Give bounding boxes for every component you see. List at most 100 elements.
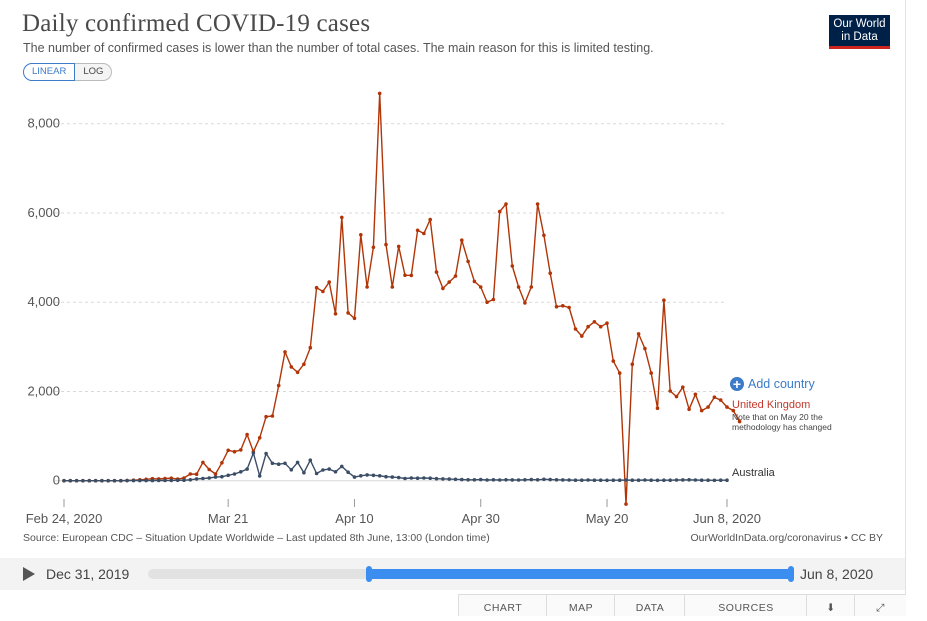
data-point-australia <box>125 478 129 483</box>
data-point-united-kingdom <box>611 359 616 363</box>
add-country-button[interactable]: + Add country <box>730 377 815 391</box>
data-point-australia <box>295 460 300 465</box>
data-point-united-kingdom <box>586 324 590 329</box>
data-point-australia <box>232 472 237 476</box>
data-point-united-kingdom <box>504 202 508 206</box>
data-point-united-kingdom <box>289 365 294 369</box>
data-point-australia <box>321 468 325 472</box>
data-point-united-kingdom <box>649 371 653 375</box>
data-point-australia <box>182 478 186 483</box>
data-point-australia <box>573 478 578 483</box>
data-point-australia <box>662 478 666 483</box>
data-point-australia <box>213 475 218 479</box>
data-point-united-kingdom <box>409 273 414 278</box>
data-point-united-kingdom <box>573 327 578 331</box>
page-title: Daily confirmed COVID-19 cases <box>22 10 371 37</box>
data-point-united-kingdom <box>359 233 363 237</box>
data-point-australia <box>605 478 609 483</box>
data-point-australia <box>592 478 597 483</box>
data-point-australia <box>308 458 313 463</box>
data-point-australia <box>346 470 350 475</box>
series-label-australia[interactable]: Australia <box>732 467 775 479</box>
owid-logo[interactable]: Our World in Data <box>829 15 890 49</box>
data-point-united-kingdom <box>491 297 496 302</box>
log-button[interactable]: LOG <box>75 63 113 81</box>
data-point-united-kingdom <box>523 301 527 305</box>
download-icon[interactable]: ⬇ <box>806 594 855 616</box>
data-point-united-kingdom <box>460 238 464 242</box>
data-point-australia <box>201 476 205 481</box>
tab-map[interactable]: MAP <box>546 594 615 616</box>
data-point-australia <box>251 451 256 455</box>
data-point-united-kingdom <box>340 215 344 220</box>
data-point-australia <box>542 477 546 482</box>
data-point-australia <box>289 468 294 472</box>
data-point-united-kingdom <box>624 502 628 506</box>
data-point-australia <box>472 478 477 482</box>
data-point-united-kingdom <box>472 279 477 284</box>
data-point-australia <box>643 478 647 482</box>
data-point-united-kingdom <box>605 321 609 325</box>
data-point-australia <box>687 478 691 482</box>
y-tick-label: 4,000 <box>27 294 60 309</box>
data-point-united-kingdom <box>567 305 571 310</box>
series-label-united-kingdom[interactable]: United Kingdom <box>732 399 811 411</box>
data-point-united-kingdom <box>314 285 319 290</box>
timeline-end-handle[interactable] <box>788 566 794 582</box>
data-point-australia <box>163 478 167 483</box>
y-tick-label: 2,000 <box>27 383 60 398</box>
data-point-united-kingdom <box>580 334 584 338</box>
tab-sources[interactable]: SOURCES <box>684 594 807 616</box>
data-point-united-kingdom <box>295 370 300 375</box>
data-point-united-kingdom <box>662 298 666 302</box>
data-point-united-kingdom <box>365 285 369 289</box>
logo-line-2: in Data <box>841 31 878 43</box>
data-point-australia <box>220 474 224 479</box>
data-point-australia <box>674 478 679 482</box>
data-point-united-kingdom <box>548 271 552 275</box>
data-point-united-kingdom <box>239 448 243 452</box>
bottom-tabs: CHART MAP DATA SOURCES ⬇ ⤢ <box>0 594 906 616</box>
data-point-australia <box>636 478 641 483</box>
data-point-australia <box>93 478 98 483</box>
data-point-united-kingdom <box>327 280 332 284</box>
data-point-united-kingdom <box>681 385 685 390</box>
x-tick-label: May 20 <box>586 511 629 526</box>
y-tick-label: 0 <box>53 473 60 488</box>
data-point-united-kingdom <box>687 407 691 412</box>
timeline-start-handle[interactable] <box>365 566 372 582</box>
data-point-australia <box>257 474 262 478</box>
owid-link[interactable]: OurWorldInData.org/coronavirus • CC BY <box>690 532 883 544</box>
data-point-united-kingdom <box>699 408 704 413</box>
data-point-united-kingdom <box>428 217 433 222</box>
tab-chart[interactable]: CHART <box>458 594 547 616</box>
timeline-selected-range[interactable] <box>367 569 791 579</box>
data-point-australia <box>74 478 79 483</box>
data-point-australia <box>112 478 117 483</box>
data-point-united-kingdom <box>674 394 679 399</box>
data-point-australia <box>422 476 426 480</box>
linear-button[interactable]: LINEAR <box>23 63 76 81</box>
data-point-australia <box>403 476 407 481</box>
timeline-end-date: Jun 8, 2020 <box>800 566 874 582</box>
data-point-united-kingdom <box>485 300 489 304</box>
data-point-australia <box>504 478 508 482</box>
data-point-united-kingdom <box>712 395 717 400</box>
series-note-united-kingdom: Note that on May 20 the methodology has … <box>732 412 832 432</box>
data-point-united-kingdom <box>302 362 306 367</box>
data-point-australia <box>529 477 534 482</box>
data-point-australia <box>681 478 685 482</box>
data-point-united-kingdom <box>643 346 647 351</box>
data-point-australia <box>396 475 401 480</box>
data-point-australia <box>207 476 211 480</box>
data-point-united-kingdom <box>371 245 376 250</box>
tab-data[interactable]: DATA <box>614 594 685 616</box>
data-point-united-kingdom <box>422 231 426 236</box>
data-point-australia <box>150 478 155 483</box>
data-point-australia <box>510 478 515 482</box>
play-icon[interactable] <box>23 567 35 581</box>
share-icon[interactable]: ⤢ <box>854 594 906 616</box>
timeline: Dec 31, 2019 Jun 8, 2020 <box>0 558 905 590</box>
data-point-australia <box>699 478 704 483</box>
data-point-australia <box>119 478 123 483</box>
